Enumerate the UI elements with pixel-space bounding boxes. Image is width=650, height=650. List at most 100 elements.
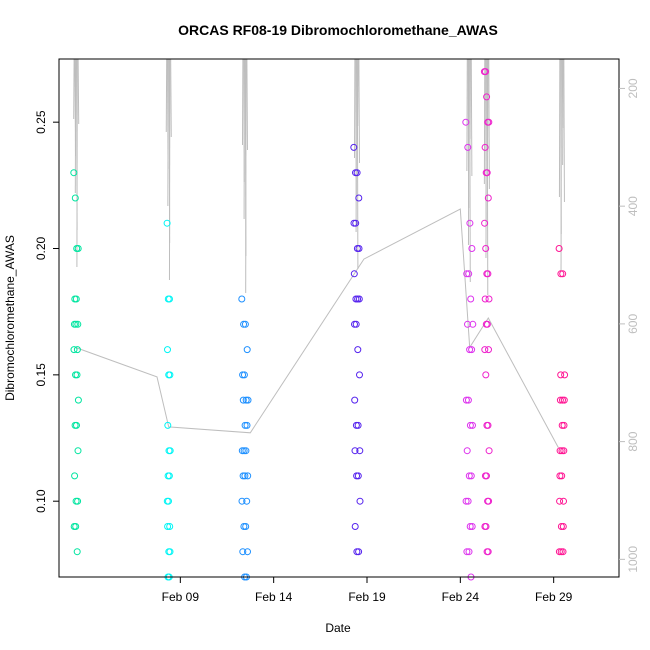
plot-frame xyxy=(58,58,620,578)
data-point xyxy=(241,320,249,328)
data-point xyxy=(481,219,489,227)
data-point xyxy=(468,523,476,530)
data-point xyxy=(484,421,492,429)
data-point xyxy=(462,497,470,505)
data-point xyxy=(481,295,489,303)
pressure-profile-line xyxy=(488,58,490,190)
data-point xyxy=(241,472,249,480)
data-point xyxy=(463,548,471,556)
data-point xyxy=(73,346,81,354)
data-point xyxy=(73,421,80,429)
data-point xyxy=(485,497,493,505)
data-point xyxy=(556,497,564,505)
data-point xyxy=(352,219,360,227)
data-point xyxy=(242,523,250,530)
x-tick-label: Feb 19 xyxy=(348,590,386,604)
data-point xyxy=(560,396,568,404)
right-tick-label: 600 xyxy=(626,314,640,334)
data-point xyxy=(463,447,471,455)
pressure-profile-line xyxy=(469,58,471,283)
data-point xyxy=(240,371,248,379)
data-point xyxy=(74,320,82,328)
data-point xyxy=(465,548,473,556)
data-point xyxy=(73,548,81,556)
data-point xyxy=(468,346,476,354)
data-point xyxy=(355,194,363,202)
data-point xyxy=(466,346,474,354)
data-point xyxy=(469,320,477,328)
pressure-profile-line xyxy=(486,58,489,296)
data-point xyxy=(164,421,172,429)
data-point xyxy=(238,497,246,505)
right-tick-label: 1000 xyxy=(626,546,640,573)
data-point xyxy=(469,421,476,429)
data-point xyxy=(244,548,251,556)
data-point xyxy=(482,68,489,76)
data-point xyxy=(356,497,364,505)
data-point xyxy=(485,295,493,303)
data-point xyxy=(485,346,492,354)
y-axis-label: Dibromochloromethane_AWAS xyxy=(3,235,17,401)
right-tick-label: 200 xyxy=(626,78,640,98)
data-point xyxy=(561,371,569,379)
data-point xyxy=(466,523,474,530)
data-point xyxy=(355,245,363,252)
right-tick-label: 400 xyxy=(626,196,640,216)
data-point xyxy=(466,219,474,227)
pressure-profile-line xyxy=(246,58,248,151)
data-point xyxy=(71,194,79,202)
data-point xyxy=(243,497,251,505)
x-tick-label: Feb 29 xyxy=(535,590,573,604)
points-layer xyxy=(70,68,569,581)
pressure-profile-line xyxy=(77,58,80,125)
data-point xyxy=(481,346,489,354)
data-point xyxy=(354,472,362,480)
data-point xyxy=(467,472,475,480)
x-axis: Feb 09 Feb 14 Feb 19 Feb 24 Feb 29 xyxy=(162,577,573,604)
data-point xyxy=(482,523,490,530)
data-point xyxy=(166,371,174,379)
data-point xyxy=(351,396,359,404)
data-point xyxy=(239,548,247,556)
data-point xyxy=(70,169,78,177)
pressure-trace xyxy=(75,208,559,448)
data-point xyxy=(557,523,565,530)
pressure-profile-line xyxy=(170,58,172,138)
pressure-profile-line xyxy=(470,58,473,177)
data-point xyxy=(485,447,493,455)
data-point xyxy=(166,447,174,455)
data-point xyxy=(352,320,360,328)
data-point xyxy=(242,447,250,455)
data-point xyxy=(484,270,492,278)
data-point xyxy=(351,447,359,455)
data-point xyxy=(73,371,81,379)
data-point xyxy=(482,245,490,252)
data-point xyxy=(354,346,362,354)
data-point xyxy=(164,346,171,354)
y-tick-label: 0.20 xyxy=(34,237,48,261)
data-point xyxy=(559,270,567,278)
x-tick-label: Feb 14 xyxy=(255,590,293,604)
data-point xyxy=(462,118,470,126)
data-point xyxy=(484,548,492,556)
data-point xyxy=(71,472,79,480)
data-point xyxy=(355,548,363,556)
data-point xyxy=(72,295,80,303)
data-point xyxy=(557,371,565,379)
data-point xyxy=(464,143,472,151)
data-point xyxy=(464,497,472,505)
data-point xyxy=(166,523,174,530)
pressure-profile-line xyxy=(563,58,565,203)
data-point xyxy=(70,346,78,354)
data-point xyxy=(243,346,251,354)
pressure-profile-line xyxy=(358,58,360,164)
data-point xyxy=(556,447,564,455)
data-point xyxy=(165,497,172,505)
data-point xyxy=(351,523,359,530)
data-point xyxy=(74,497,82,505)
data-point xyxy=(356,371,363,379)
y-tick-label: 0.10 xyxy=(34,489,48,513)
data-point xyxy=(464,396,472,404)
data-point xyxy=(244,472,252,480)
data-point xyxy=(468,245,476,252)
